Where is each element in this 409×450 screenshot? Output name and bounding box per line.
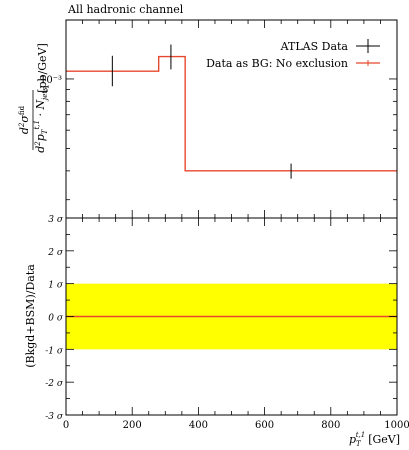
main-plot-panel: 10⁻³	[40, 20, 398, 218]
ratio-y-tick-label: 1 σ	[48, 281, 64, 291]
x-tick-label: 800	[321, 420, 340, 431]
ratio-y-axis-label: (Bkgd+BSM)/Data	[24, 264, 37, 368]
x-tick-label: 600	[255, 420, 274, 431]
svg-text:d2σfid: d2σfid	[18, 105, 31, 134]
ratio-y-tick-label: -2 σ	[45, 379, 64, 389]
y-tick-label: 10⁻³	[40, 75, 62, 86]
x-tick-label: 1000	[384, 420, 409, 431]
legend-entry-atlas-data: ATLAS Data	[280, 40, 349, 53]
ratio-y-tick-label: -1 σ	[45, 346, 64, 356]
ratio-plot-panel: 3 σ 2 σ 1 σ 0 σ -1 σ -2 σ -3 σ0 200 400 600 800 100…	[45, 215, 409, 431]
x-axis-label: pTt,1 [GeV]	[349, 431, 400, 448]
svg-text:d2pTt,1 · Njets: d2pTt,1 · Njets	[33, 87, 49, 153]
x-tick-label: 200	[123, 420, 142, 431]
main-y-axis-label: d2σfid d2pTt,1 · Njets	[18, 87, 49, 153]
x-tick-label: 0	[63, 420, 69, 431]
chart-title: All hadronic channel	[67, 3, 184, 16]
ratio-y-tick-label: 0 σ	[48, 314, 64, 324]
ratio-y-tick-label: 3 σ	[48, 215, 64, 225]
step-line-data-as-bg	[66, 55, 397, 172]
x-tick-label: 400	[189, 420, 208, 431]
ratio-y-tick-label: -3 σ	[45, 412, 64, 422]
legend: ATLAS Data Data as BG: No exclusion	[206, 39, 380, 70]
ratio-y-tick-label: 2 σ	[47, 248, 64, 258]
legend-entry-data-as-bg: Data as BG: No exclusion	[206, 57, 348, 70]
main-y-axis-unit: [pb/GeV]	[36, 43, 49, 93]
ratio-plot-frame	[65, 217, 398, 416]
